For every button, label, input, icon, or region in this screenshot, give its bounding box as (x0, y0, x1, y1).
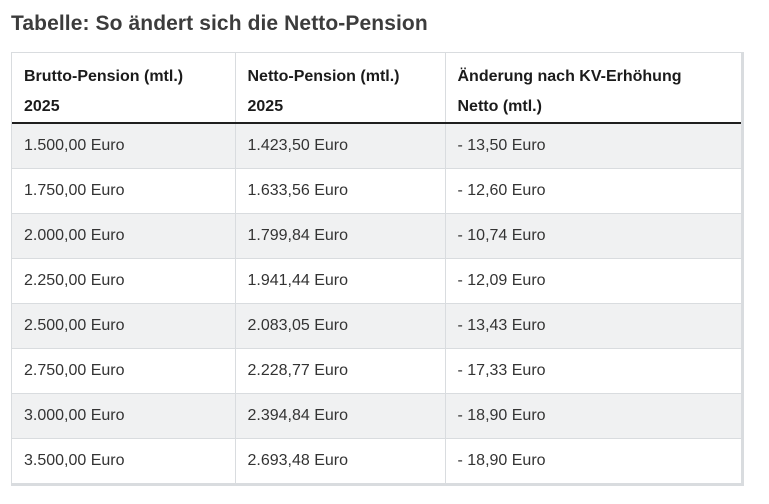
column-header-2: Netto-Pension (mtl.) 2025 (235, 53, 446, 124)
table-cell: 2.394,84 Euro (235, 392, 446, 438)
pension-table: Brutto-Pension (mtl.) 2025 Netto-Pension (… (11, 52, 744, 486)
table-cell: 2.083,05 Euro (235, 302, 446, 348)
table-cell: 1.423,50 Euro (235, 122, 446, 168)
table-cell: 2.693,48 Euro (235, 437, 446, 483)
table-cell: - 18,90 Euro (445, 392, 741, 438)
table-cell: - 12,09 Euro (445, 257, 741, 303)
column-header-line1: Netto-Pension (mtl.) (247, 68, 400, 85)
table-row: 1.750,00 Euro 1.633,56 Euro - 12,60 Euro (12, 167, 741, 213)
table-cell: - 12,60 Euro (445, 167, 741, 213)
table-cell: 1.750,00 Euro (12, 167, 236, 213)
table-cell: 1.941,44 Euro (235, 257, 446, 303)
table-header-row: Brutto-Pension (mtl.) 2025 Netto-Pension (… (12, 53, 741, 124)
table-cell: 3.000,00 Euro (12, 392, 236, 438)
table-row: 2.500,00 Euro 2.083,05 Euro - 13,43 Euro (12, 302, 741, 348)
table-cell: 2.750,00 Euro (12, 347, 236, 393)
column-header-3: Änderung nach KV-Erhöhung Netto (mtl.) (445, 53, 741, 124)
table-cell: 2.500,00 Euro (12, 302, 236, 348)
table-row: 2.750,00 Euro 2.228,77 Euro - 17,33 Euro (12, 347, 741, 393)
table-cell: 3.500,00 Euro (12, 437, 236, 483)
table-cell: 2.228,77 Euro (235, 347, 446, 393)
table-row: 1.500,00 Euro 1.423,50 Euro - 13,50 Euro (12, 122, 741, 168)
table-cell: 1.500,00 Euro (12, 122, 236, 168)
table-cell: - 17,33 Euro (445, 347, 741, 393)
table-cell: 2.250,00 Euro (12, 257, 236, 303)
table-body: 1.500,00 Euro 1.423,50 Euro - 13,50 Euro 1.… (12, 122, 741, 483)
pension-table-grid: Brutto-Pension (mtl.) 2025 Netto-Pension (… (12, 53, 741, 483)
table-cell: - 18,90 Euro (445, 437, 741, 483)
table-cell: - 13,50 Euro (445, 122, 741, 168)
column-header-line1: Änderung nach KV-Erhöhung (457, 68, 682, 85)
page-title: Tabelle: So ändert sich die Netto-Pensio… (11, 12, 428, 35)
table-row: 3.000,00 Euro 2.394,84 Euro - 18,90 Euro (12, 392, 741, 438)
table-cell: - 13,43 Euro (445, 302, 741, 348)
table-cell: - 10,74 Euro (445, 212, 741, 258)
table-row: 2.250,00 Euro 1.941,44 Euro - 12,09 Euro (12, 257, 741, 303)
column-header-1: Brutto-Pension (mtl.) 2025 (12, 53, 236, 124)
table-row: 3.500,00 Euro 2.693,48 Euro - 18,90 Euro (12, 437, 741, 483)
table-cell: 1.799,84 Euro (235, 212, 446, 258)
table-row: 2.000,00 Euro 1.799,84 Euro - 10,74 Euro (12, 212, 741, 258)
table-cell: 1.633,56 Euro (235, 167, 446, 213)
column-header-line2: 2025 (24, 98, 60, 115)
column-header-line1: Brutto-Pension (mtl.) (24, 68, 184, 85)
column-header-line2: 2025 (247, 98, 284, 115)
column-header-line2: Netto (mtl.) (457, 98, 542, 115)
table-cell: 2.000,00 Euro (12, 212, 236, 258)
